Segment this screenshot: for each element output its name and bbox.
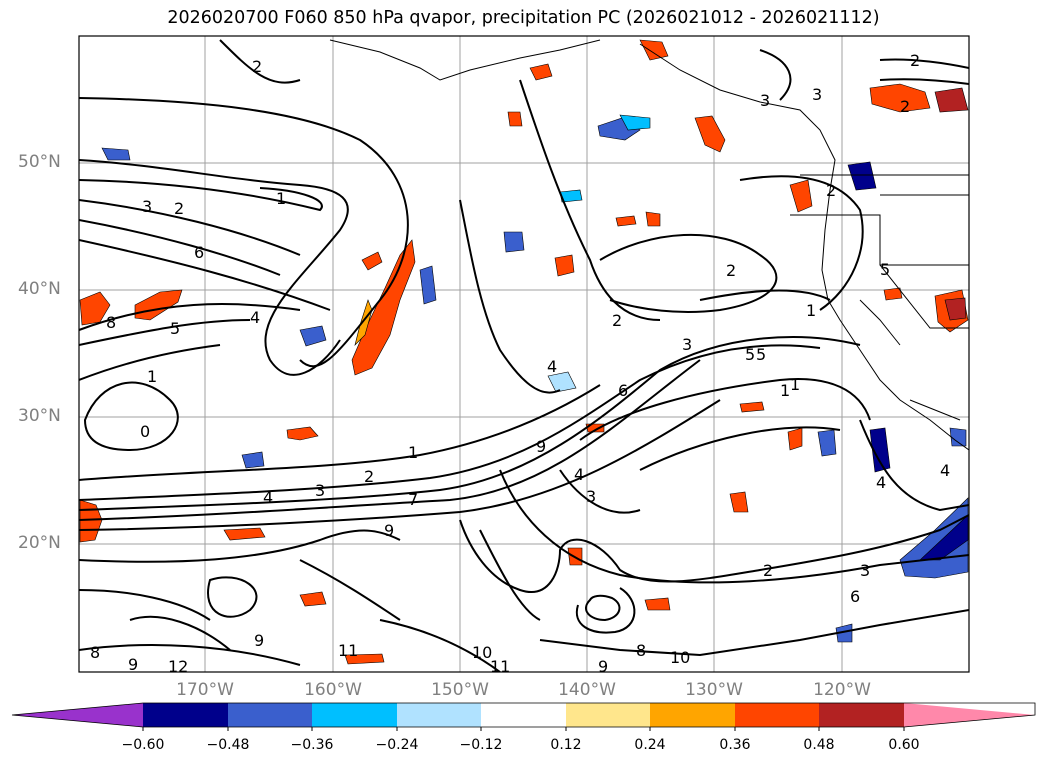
- precip-shading: [79, 39, 969, 665]
- contour-label: 9: [598, 657, 608, 676]
- colorbar-segment: [735, 703, 819, 727]
- colorbar-extend-max: [904, 703, 1035, 727]
- contour-label: 3: [142, 197, 152, 216]
- lon-label-140w: 140°W: [558, 680, 616, 700]
- contour-label: 9: [536, 437, 546, 456]
- colorbar: [11, 702, 1036, 731]
- contour-label: 3: [682, 335, 692, 354]
- colorbar-ticks: [142, 727, 905, 731]
- colorbar-segment: [312, 703, 397, 727]
- colorbar-tick-label: 0.36: [719, 737, 751, 753]
- contour-label: 1: [790, 375, 800, 394]
- contour-label: 2: [726, 261, 736, 280]
- contour-labels: 2 3 2 1 6 4 5 1 0 1 2 4 3 7 9 1 2 3 5 6 …: [90, 51, 950, 676]
- lat-label-40n: 40°N: [18, 279, 61, 299]
- contour-label: 1: [806, 301, 816, 320]
- colorbar-segment: [143, 703, 228, 727]
- contour-label: 9: [254, 631, 264, 650]
- colorbar-tick-label: −0.36: [290, 737, 334, 753]
- contour-label: 10: [670, 648, 690, 667]
- contour-label: 2: [826, 181, 836, 200]
- lat-label-30n: 30°N: [18, 406, 61, 426]
- contour-label: 2: [364, 467, 374, 486]
- contour-label: 3: [315, 481, 325, 500]
- contour-label: 1: [780, 381, 790, 400]
- map-title: 2026020700 F060 850 hPa qvapor, precipit…: [167, 8, 880, 28]
- contour-label: 7: [408, 490, 418, 509]
- contour-label: 5: [745, 345, 755, 364]
- colorbar-extend-min: [12, 703, 143, 727]
- map-plot-area: 2 3 2 1 6 4 5 1 0 1 2 4 3 7 9 1 2 3 5 6 …: [79, 36, 969, 676]
- contour-label: 6: [194, 243, 204, 262]
- contour-label: 4: [547, 357, 557, 376]
- contour-label: 4: [250, 308, 260, 327]
- contour-label: 2: [910, 51, 920, 70]
- qvapor-contours: [79, 39, 969, 672]
- contour-label: 3: [760, 91, 770, 110]
- contour-label: 5: [756, 345, 766, 364]
- colorbar-segment: [650, 703, 735, 727]
- contour-label: 2: [763, 561, 773, 580]
- contour-label: 12: [168, 657, 188, 676]
- contour-label: 2: [252, 57, 262, 76]
- colorbar-tick-label: −0.60: [121, 737, 165, 753]
- contour-label: 9: [128, 655, 138, 674]
- contour-label: 8: [636, 641, 646, 660]
- colorbar-segment: [566, 703, 650, 727]
- colorbar-tick-label: 0.48: [803, 737, 835, 753]
- lat-label-50n: 50°N: [18, 152, 61, 172]
- contour-label: 8: [90, 643, 100, 662]
- contour-label: 4: [876, 473, 886, 492]
- lon-label-160w: 160°W: [304, 680, 362, 700]
- colorbar-tick-label: −0.12: [459, 737, 503, 753]
- contour-label: 1: [147, 367, 157, 386]
- contour-label: 3: [586, 487, 596, 506]
- colorbar-tick-label: 0.12: [550, 737, 582, 753]
- contour-label: 8: [106, 313, 116, 332]
- contour-label: 5: [880, 260, 890, 279]
- contour-label: 2: [612, 311, 622, 330]
- colorbar-segment: [228, 703, 312, 727]
- lon-label-170w: 170°W: [176, 680, 234, 700]
- contour-label: 0: [140, 422, 150, 441]
- colorbar-segment: [481, 703, 566, 727]
- contour-label: 3: [860, 561, 870, 580]
- lon-label-120w: 120°W: [813, 680, 871, 700]
- contour-label: 6: [618, 381, 628, 400]
- contour-label: 1: [408, 443, 418, 462]
- contour-label: 1: [276, 189, 286, 208]
- colorbar-tick-label: 0.24: [634, 737, 666, 753]
- contour-label: 4: [574, 465, 584, 484]
- contour-label: 4: [940, 461, 950, 480]
- gridlines: [79, 36, 969, 672]
- contour-label: 2: [900, 97, 910, 116]
- contour-label: 4: [263, 488, 273, 507]
- contour-label: 6: [850, 587, 860, 606]
- coastlines: [329, 39, 969, 451]
- colorbar-tick-label: −0.24: [375, 737, 419, 753]
- contour-label: 2: [174, 199, 184, 218]
- contour-label: 11: [338, 641, 358, 660]
- lon-label-130w: 130°W: [685, 680, 743, 700]
- contour-label: 10: [472, 643, 492, 662]
- contour-label: 11: [490, 657, 510, 676]
- contour-label: 5: [170, 319, 180, 338]
- contour-label: 3: [812, 85, 822, 104]
- lat-label-20n: 20°N: [18, 533, 61, 553]
- colorbar-segment: [819, 703, 904, 727]
- colorbar-tick-label: 0.60: [888, 737, 920, 753]
- colorbar-tick-label: −0.48: [206, 737, 250, 753]
- contour-label: 9: [384, 521, 394, 540]
- colorbar-segment: [397, 703, 481, 727]
- lon-label-150w: 150°W: [431, 680, 489, 700]
- map-frame: [78, 35, 970, 673]
